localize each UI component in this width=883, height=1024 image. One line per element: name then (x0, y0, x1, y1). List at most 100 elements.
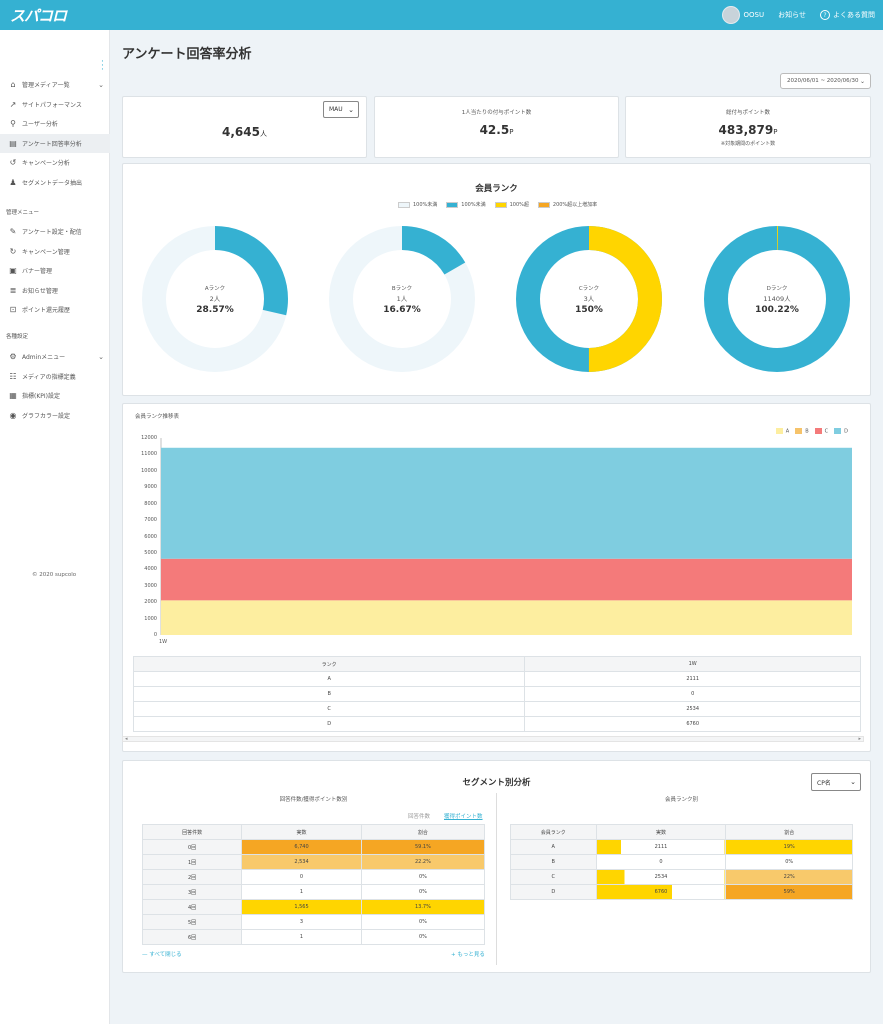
sidebar-item-trending[interactable]: ↗ サイトパフォーマンス (0, 95, 110, 114)
sidebar-item-survey[interactable]: ▤ アンケート回答率分析 (0, 133, 110, 153)
table-cell: D (132, 716, 526, 732)
table-header-row: ランク 1W (132, 656, 861, 672)
legend-item[interactable]: C (814, 428, 829, 435)
sidebar-item-gear[interactable]: ⚙ Adminメニュー ⌄ (0, 347, 110, 366)
table-row: 3回 1 0% (141, 884, 486, 900)
table-cell: A (132, 671, 526, 687)
area-series-A (161, 600, 852, 635)
column-header: 実数 (241, 824, 362, 840)
table-cell: 2534 (595, 869, 727, 885)
sidebar-item-campaign[interactable]: ↺ キャンペーン分析 (0, 153, 110, 172)
table-cell: 2,534 (241, 854, 362, 870)
table-cell: 6760 (595, 884, 727, 900)
sidebar-item-home[interactable]: ⌂ 管理メディア一覧 ⌄ (0, 75, 110, 94)
sidebar-item-label: キャンペーン分析 (22, 160, 70, 167)
sidebar-item-palette[interactable]: ◉ グラフカラー設定 (0, 406, 110, 425)
y-tick-label: 11000 (141, 451, 157, 458)
table-cell: 22.2% (360, 854, 486, 870)
table-cell: 0% (360, 884, 486, 900)
donut-segment (704, 226, 850, 372)
chevron-down-icon: ⌄ (859, 77, 865, 85)
donut-rank-3: Dランク 11409人 100.22% (704, 226, 850, 372)
donut-segment (516, 226, 662, 372)
y-tick-label: 3000 (144, 582, 157, 589)
table-cell: 22% (725, 869, 853, 885)
collapse-all-link[interactable]: — すべて閉じる (142, 952, 182, 958)
y-tick-label: 8000 (144, 500, 157, 507)
legend-label: B (805, 428, 809, 435)
scroll-right-icon[interactable]: ▸ (858, 736, 861, 742)
legend-item[interactable]: D (834, 428, 848, 435)
table-cell: B (510, 854, 597, 870)
sidebar-item-label: ユーザー分析 (22, 121, 58, 128)
table-cell: 2111 (595, 839, 727, 855)
sidebar-item-media-define[interactable]: ☷ メディアの指標定義 (0, 367, 110, 386)
legend-swatch (398, 201, 410, 208)
scroll-left-icon[interactable]: ◂ (125, 736, 128, 742)
table-row: 1回 2,534 22.2% (141, 854, 486, 870)
table-cell: 1,565 (241, 899, 362, 915)
trending-icon: ↗ (9, 99, 17, 109)
show-more-link[interactable]: + もっと見る (451, 952, 485, 958)
chevron-down-icon[interactable]: ⌄ (98, 352, 104, 361)
legend-label: 100%未満 (413, 202, 438, 208)
y-tick-label: 1000 (144, 615, 157, 622)
chevron-down-icon[interactable]: ⌄ (98, 80, 104, 89)
sidebar-item-users[interactable]: ♟ セグメントデータ抽出 (0, 173, 110, 192)
sidebar-item-label: アンケート回答率分析 (22, 140, 82, 148)
home-icon: ⌂ (10, 80, 16, 89)
y-tick-label: 7000 (144, 517, 157, 524)
rank-legend: 100%未満 100%未満 100%超 200%超以上増加率 (398, 201, 597, 208)
table-cell: 1 (241, 929, 362, 945)
legend-swatch (795, 428, 803, 434)
sidebar-item-kpi[interactable]: ▦ 指標(KPI)設定 (0, 386, 110, 405)
news-link[interactable]: お知らせ (778, 11, 806, 19)
user-menu[interactable]: OOSU (721, 6, 764, 24)
table-row: A 2111 19% (510, 839, 853, 855)
more-vert-icon[interactable]: · · · (101, 57, 104, 75)
donut-segment (329, 226, 475, 372)
y-tick-label: 9000 (144, 484, 157, 491)
mau-select[interactable]: MAU ⌄ (323, 101, 359, 118)
table-row: D 6760 59% (510, 884, 853, 900)
donut-rank-name: Cランク (578, 285, 600, 292)
legend-item[interactable]: A (775, 428, 789, 435)
legend-item[interactable]: B (795, 428, 809, 435)
legend-label: C (824, 428, 829, 435)
tab-count[interactable]: 回答件数 (408, 814, 431, 820)
sidebar-item-image[interactable]: ▣ バナー管理 (0, 261, 110, 280)
per-user-label: 1人当たりの付与ポイント数 (461, 110, 532, 116)
table-cell: 59.1% (360, 839, 486, 855)
y-tick-label: 6000 (144, 533, 157, 540)
help-icon: ? (820, 10, 830, 20)
sidebar-item-history[interactable]: ⊡ ポイント還元履歴 (0, 300, 110, 319)
y-tick-label: 0 (153, 632, 157, 638)
total-points-card: 総付与ポイント数 483,879P ※対象期間のポイント数 (625, 96, 871, 158)
sidebar-item-user-search[interactable]: ⚲ ユーザー分析 (0, 114, 110, 133)
table-row: B 0 0% (510, 854, 853, 870)
sidebar-item-label: サイトパフォーマンス (22, 101, 82, 109)
campaign-select[interactable]: CP名 ⌄ (811, 773, 861, 791)
date-range-select[interactable]: 2020/06/01 ~ 2020/06/30 ⌄ (780, 73, 871, 89)
table-cell: 5回 (141, 914, 243, 930)
sidebar-item-label: ポイント還元履歴 (22, 307, 71, 314)
table-row: 0回 6,740 59.1% (141, 839, 486, 855)
sidebar-item-campaign-manage[interactable]: ↻ キャンペーン管理 (0, 242, 110, 261)
sidebar-item-survey-edit[interactable]: ✎ アンケート設定・配信 (0, 222, 110, 241)
faq-link[interactable]: ? よくある質問 (820, 10, 875, 20)
campaign-icon: ↺ (9, 158, 17, 167)
table-cell: 0 (241, 869, 362, 885)
legend-swatch (834, 428, 842, 434)
sidebar: · · · 管理メニュー 各種設定 © 2020 supcolo ⌂ 管理メディア一覧… (0, 30, 110, 1024)
media-define-icon: ☷ (9, 371, 17, 381)
donut-count: 2人 (209, 294, 221, 303)
avatar (721, 6, 740, 24)
table-scrollbar[interactable]: ◂ ▸ (122, 736, 864, 742)
sidebar-item-document[interactable]: ≣ お知らせ管理 (0, 281, 110, 300)
column-header: 回答件数 (141, 824, 243, 840)
member-rank-table: 会員ランク 実数 割合 A 2111 19% B 0 0% C 2534 22% D 6760 59% (510, 824, 853, 900)
app-logo[interactable]: スパコロ (10, 7, 67, 25)
table-row: D 6760 (132, 716, 861, 732)
tab-points[interactable]: 獲得ポイント数 (444, 814, 483, 820)
